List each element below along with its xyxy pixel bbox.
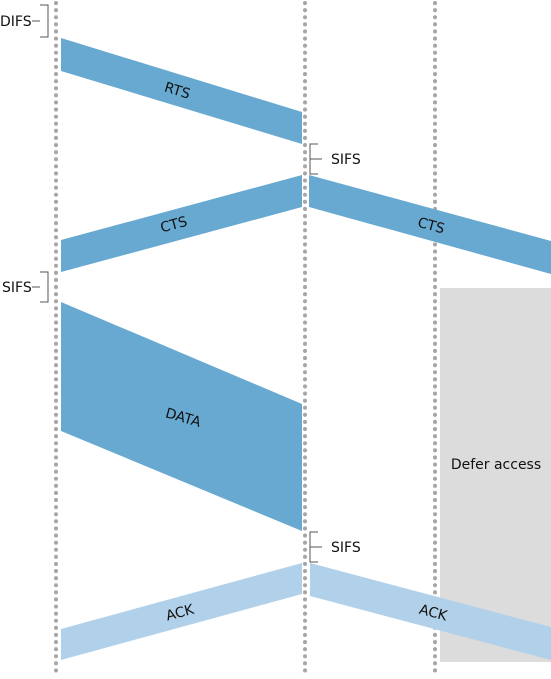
frame-ack-to-source xyxy=(61,563,302,660)
frame-cts-to-other xyxy=(309,175,551,274)
frame-ack-to-other xyxy=(310,563,551,660)
defer-access-region xyxy=(440,288,551,662)
difs-bracket xyxy=(32,4,49,38)
frame-ack-to-other-label: ACK xyxy=(417,602,449,625)
sifs-bracket-2 xyxy=(32,271,49,303)
sifs-label-3: SIFS xyxy=(331,540,361,556)
frame-cts-to-other-label: CTS xyxy=(416,215,447,238)
sifs-label-1: SIFS xyxy=(331,152,361,168)
frame-rts-label: RTS xyxy=(162,80,192,103)
frame-rts xyxy=(61,38,302,144)
sifs-label-2: SIFS xyxy=(2,280,32,296)
frame-cts-to-source-label: CTS xyxy=(159,214,190,237)
frame-ack-to-source-label: ACK xyxy=(164,602,196,625)
sifs-bracket-3 xyxy=(309,531,322,563)
frame-cts-to-source xyxy=(61,175,302,272)
frame-data xyxy=(61,302,302,531)
sifs-bracket-1 xyxy=(309,143,322,175)
defer-access-label: Defer access xyxy=(451,457,541,473)
difs-label: DIFS xyxy=(0,14,32,30)
